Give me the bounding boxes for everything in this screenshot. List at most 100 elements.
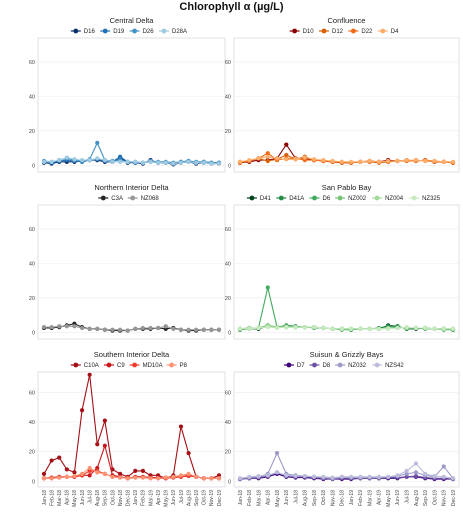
data-point <box>237 326 243 331</box>
data-point <box>117 471 123 476</box>
grid <box>234 228 459 333</box>
data-point <box>133 475 138 480</box>
legend-item: MD10A <box>129 362 163 369</box>
data-point <box>171 326 176 331</box>
legend-item: NZ004 <box>372 195 404 202</box>
x-tick-label: Sep-19 <box>194 490 200 506</box>
grid <box>234 392 459 482</box>
data-point <box>423 158 428 164</box>
y-tick-label: 20 <box>225 129 231 135</box>
data-point <box>186 471 191 476</box>
data-point <box>432 158 437 164</box>
data-point <box>117 327 123 332</box>
data-point <box>102 418 107 423</box>
legend-item: D16 <box>70 28 95 35</box>
legend-item: NZ325 <box>409 195 441 202</box>
data-point <box>311 157 317 162</box>
data-point <box>201 327 206 332</box>
legend-label: D41 <box>260 196 272 202</box>
data-point <box>404 158 409 163</box>
data-point <box>178 160 184 165</box>
x-tick-label: Dec-18 <box>340 490 346 506</box>
x-tick-label: Nov-18 <box>330 490 336 506</box>
data-point <box>57 324 62 329</box>
data-point <box>148 159 153 164</box>
y-tick-label: 60 <box>29 60 35 66</box>
data-point <box>41 325 47 330</box>
data-point <box>163 324 168 329</box>
panel-title: Southern Interior Delta <box>94 350 170 359</box>
data-point <box>133 468 138 473</box>
data-point <box>171 161 176 166</box>
legend-item: NZ068 <box>127 195 159 202</box>
data-point <box>209 476 214 481</box>
y-tick-label: 0 <box>228 163 231 169</box>
legend-label: D10 <box>303 29 315 35</box>
y-tick-label: 60 <box>29 391 35 397</box>
x-tick-label: Apr-19 <box>156 490 162 505</box>
data-point <box>265 285 270 290</box>
series-c10a <box>41 372 222 481</box>
grid <box>234 61 459 166</box>
legend-item: D4 <box>377 28 399 35</box>
data-point <box>256 156 261 161</box>
x-tick-label: Jul-18 <box>87 490 93 504</box>
data-point <box>386 326 391 331</box>
data-point <box>178 327 184 332</box>
data-point <box>376 159 382 164</box>
data-point <box>41 476 47 481</box>
data-point <box>140 325 146 331</box>
data-point <box>293 157 298 162</box>
data-point <box>284 142 289 147</box>
data-point <box>450 159 456 164</box>
x-tick-label: Sep-18 <box>312 490 318 506</box>
data-point <box>376 326 382 331</box>
x-tick-label: Oct-18 <box>321 490 327 505</box>
legend-label: D4 <box>391 29 399 35</box>
data-point <box>87 473 92 478</box>
legend-label: D7 <box>297 363 305 369</box>
legend-item: D12 <box>319 28 344 35</box>
data-point <box>432 473 437 479</box>
data-point <box>367 158 372 164</box>
data-point <box>186 327 191 332</box>
x-tick-label: May-18 <box>72 490 78 507</box>
data-point <box>95 156 100 161</box>
y-tick-label: 20 <box>29 129 35 135</box>
legend: D10 D12 D22 D4 <box>289 28 399 35</box>
data-point <box>339 159 344 164</box>
data-point <box>95 140 100 145</box>
data-point <box>87 372 92 377</box>
x-tick-label: Mar-19 <box>367 490 373 506</box>
data-point <box>432 326 437 331</box>
data-point <box>302 155 307 160</box>
legend-key-marker <box>312 195 317 201</box>
data-point <box>209 161 214 166</box>
data-point <box>148 325 153 331</box>
data-point <box>117 154 123 159</box>
legend-label: P8 <box>180 363 188 369</box>
series-d28a <box>41 155 222 166</box>
data-point <box>339 474 344 479</box>
data-point <box>125 328 130 333</box>
x-tick-label: Oct-19 <box>202 490 208 505</box>
data-point <box>49 325 54 330</box>
x-tick-label: May-18 <box>275 490 281 507</box>
legend-label: D26 <box>143 29 155 35</box>
legend-key-marker <box>286 362 292 368</box>
data-point <box>163 475 168 480</box>
data-point <box>186 159 191 164</box>
data-point <box>201 476 206 481</box>
data-point <box>376 474 382 479</box>
data-point <box>367 474 372 479</box>
data-point <box>148 476 153 481</box>
data-point <box>95 470 100 475</box>
data-point <box>321 158 326 163</box>
x-tick-label: Jan-19 <box>349 490 355 506</box>
legend-key-marker <box>249 195 255 201</box>
legend-item: D26 <box>129 28 155 35</box>
data-point <box>125 159 130 164</box>
figure-title: Chlorophyll α (µg/L) <box>179 1 284 13</box>
data-point <box>110 327 115 332</box>
